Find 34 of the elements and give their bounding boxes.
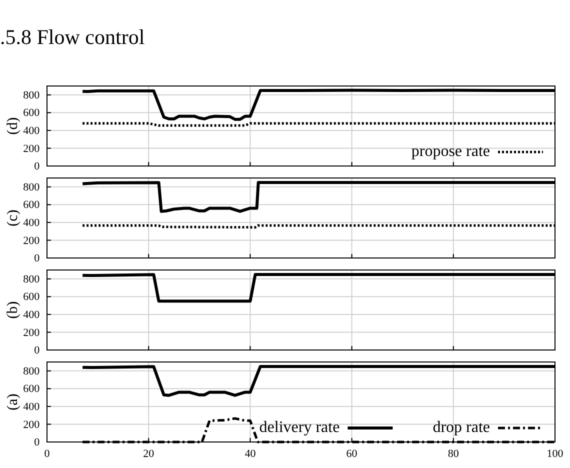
legend-label: drop rate <box>432 419 490 436</box>
x-tick-label: 40 <box>244 448 256 460</box>
x-tick-label: 0 <box>44 448 50 460</box>
y-tick-label: 200 <box>23 418 40 431</box>
y-tick-label: 200 <box>23 142 40 155</box>
y-tick-label: 800 <box>23 181 40 194</box>
y-tick-label: 0 <box>34 160 40 173</box>
y-tick-label: 800 <box>23 273 40 286</box>
y-axis-title: (a) <box>5 394 21 410</box>
y-tick-label: 400 <box>23 216 40 229</box>
y-tick-label: 0 <box>34 436 40 449</box>
y-axis-title: (c) <box>5 210 21 226</box>
chart-title: .5.8 Flow control <box>0 25 145 49</box>
y-tick-label: 800 <box>23 89 40 102</box>
y-tick-label: 600 <box>23 291 40 304</box>
y-tick-label: 0 <box>34 252 40 265</box>
y-tick-label: 400 <box>23 124 40 137</box>
x-tick-label: 60 <box>346 448 358 460</box>
y-tick-label: 600 <box>23 199 40 212</box>
y-axis-title: (d) <box>5 117 21 135</box>
y-tick-label: 200 <box>23 326 40 339</box>
y-axis-title: (b) <box>5 301 21 319</box>
y-tick-label: 400 <box>23 308 40 321</box>
legend-label: delivery rate <box>259 419 340 436</box>
y-tick-label: 600 <box>23 107 40 120</box>
y-tick-label: 800 <box>23 365 40 378</box>
x-tick-label: 20 <box>143 448 155 460</box>
y-tick-label: 0 <box>34 344 40 357</box>
y-tick-label: 600 <box>23 383 40 396</box>
x-tick-label: 100 <box>546 448 564 460</box>
y-tick-label: 400 <box>23 400 40 413</box>
y-tick-label: 200 <box>23 234 40 247</box>
x-tick-label: 80 <box>448 448 460 460</box>
legend-label: propose rate <box>411 143 490 160</box>
